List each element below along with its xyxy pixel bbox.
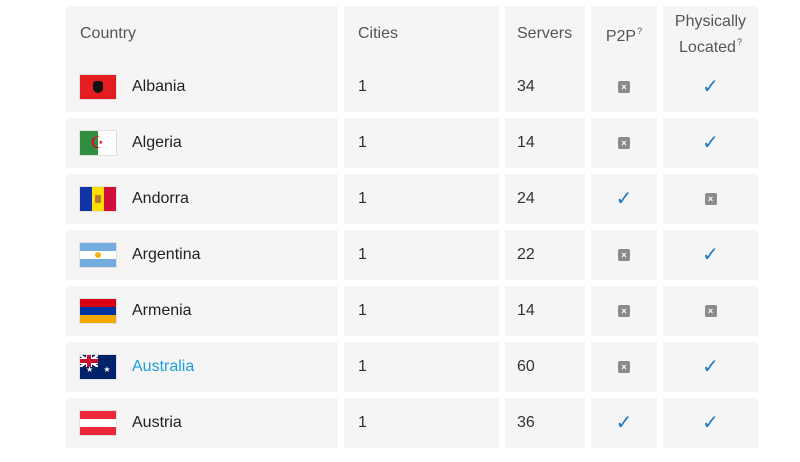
physically-located-cell: ✓ [663, 230, 758, 280]
country-cell: Andorra [66, 174, 338, 224]
cities-cell: 1 [344, 62, 499, 112]
country-name: Austria [132, 414, 182, 431]
cities-cell: 1 [344, 174, 499, 224]
albania-flag-icon [80, 75, 116, 99]
p2p-cell: × [591, 62, 657, 112]
physically-located-cell: ✓ [663, 398, 758, 448]
p2p-cell: × [591, 230, 657, 280]
check-icon: ✓ [702, 244, 719, 266]
australia-flag-icon [80, 355, 116, 379]
cross-icon: × [618, 361, 630, 373]
physically-header-label: Physically [674, 12, 747, 30]
country-cell: Albania [66, 62, 338, 112]
cities-header-label: Cities [358, 25, 399, 42]
country-cell: Argentina [66, 230, 338, 280]
check-icon: ✓ [615, 412, 633, 434]
country-name: Albania [132, 78, 186, 95]
check-icon: ✓ [702, 132, 719, 154]
country-link[interactable]: Australia [132, 358, 195, 375]
cities-cell: 1 [344, 398, 499, 448]
servers-cell: 14 [505, 118, 585, 168]
physically-located-cell: × [663, 174, 758, 224]
check-icon: ✓ [702, 356, 719, 378]
cross-icon: × [618, 249, 630, 261]
check-icon: ✓ [702, 76, 719, 98]
cross-icon: × [618, 81, 630, 93]
cross-icon: × [618, 305, 630, 317]
check-icon: ✓ [702, 412, 719, 434]
column-header-p2p[interactable]: P2P? [591, 6, 657, 62]
p2p-help-icon[interactable]: ? [637, 26, 643, 36]
column-header-servers[interactable]: Servers [505, 6, 585, 62]
located-header-label: Located [679, 38, 736, 56]
cities-cell: 1 [344, 230, 499, 280]
physically-located-cell: ✓ [663, 118, 758, 168]
column-header-cities[interactable]: Cities [344, 6, 499, 62]
country-name: Algeria [132, 134, 182, 151]
servers-cell: 14 [505, 286, 585, 336]
physically-located-cell: × [663, 286, 758, 336]
servers-table: Country Cities Servers P2P? Physically Lo… [66, 6, 758, 454]
servers-header-label: Servers [517, 25, 573, 42]
p2p-header-label: P2P [605, 28, 637, 45]
armenia-flag-icon [80, 299, 116, 323]
physically-located-cell: ✓ [663, 62, 758, 112]
physically-located-cell: ✓ [663, 342, 758, 392]
country-name: Andorra [132, 190, 189, 207]
column-header-country[interactable]: Country [66, 6, 338, 62]
austria-flag-icon [80, 411, 116, 435]
argentina-flag-icon [80, 243, 116, 267]
cross-icon: × [704, 193, 717, 205]
cities-cell: 1 [344, 342, 499, 392]
algeria-flag-icon [80, 131, 116, 155]
country-cell: Armenia [66, 286, 338, 336]
country-cell: Algeria [66, 118, 338, 168]
country-name: Armenia [132, 302, 192, 319]
servers-cell: 36 [505, 398, 585, 448]
servers-cell: 22 [505, 230, 585, 280]
p2p-cell: ✓ [591, 398, 657, 448]
cross-icon: × [618, 137, 630, 149]
servers-cell: 60 [505, 342, 585, 392]
p2p-cell: ✓ [591, 174, 657, 224]
p2p-cell: × [591, 286, 657, 336]
p2p-cell: × [591, 342, 657, 392]
country-cell: Australia [66, 342, 338, 392]
cities-cell: 1 [344, 118, 499, 168]
country-cell: Austria [66, 398, 338, 448]
andorra-flag-icon [80, 187, 116, 211]
column-header-physically-located[interactable]: Physically Located? [663, 6, 758, 62]
physically-located-help-icon[interactable]: ? [736, 36, 742, 47]
p2p-cell: × [591, 118, 657, 168]
country-header-label: Country [80, 25, 137, 42]
servers-cell: 34 [505, 62, 585, 112]
check-icon: ✓ [615, 188, 633, 210]
cities-cell: 1 [344, 286, 499, 336]
country-name: Argentina [132, 246, 201, 263]
cross-icon: × [704, 305, 717, 317]
servers-cell: 24 [505, 174, 585, 224]
